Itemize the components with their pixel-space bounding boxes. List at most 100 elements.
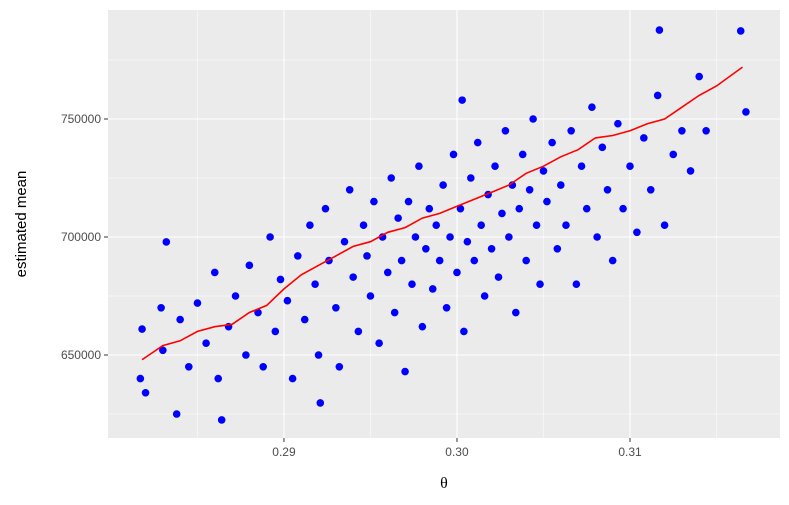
point — [449, 150, 458, 159]
point — [442, 304, 451, 312]
point — [408, 280, 416, 289]
x-axis-label: θ — [440, 475, 448, 492]
point — [283, 296, 292, 305]
point — [562, 221, 570, 230]
point — [439, 181, 447, 189]
point — [470, 256, 479, 265]
point — [633, 228, 641, 237]
point — [184, 363, 193, 371]
point — [300, 315, 309, 324]
point — [515, 204, 524, 213]
point — [593, 233, 601, 241]
point — [259, 363, 267, 371]
point — [271, 327, 280, 336]
point — [588, 103, 596, 111]
point — [512, 308, 520, 317]
point — [276, 275, 285, 284]
point — [460, 327, 468, 336]
point — [646, 185, 655, 194]
point — [525, 185, 534, 194]
point — [553, 245, 562, 253]
point — [432, 221, 441, 230]
point — [543, 197, 551, 206]
point — [582, 204, 591, 213]
point — [314, 351, 323, 359]
point — [640, 134, 648, 142]
point — [210, 268, 219, 277]
y-tick-label: 700000 — [61, 230, 101, 244]
point — [536, 280, 544, 289]
x-tick-label: 0.30 — [445, 445, 469, 459]
panel — [108, 10, 780, 438]
point — [458, 96, 466, 104]
x-tick-label: 0.29 — [272, 445, 296, 459]
point — [463, 237, 472, 246]
point — [456, 204, 465, 213]
point — [242, 351, 250, 359]
point — [653, 91, 662, 100]
point — [214, 374, 223, 383]
point — [359, 221, 368, 230]
point — [138, 325, 146, 333]
point — [736, 27, 745, 35]
point — [340, 237, 349, 246]
point — [435, 256, 444, 265]
point — [390, 308, 399, 317]
point — [349, 273, 357, 281]
point — [411, 233, 420, 241]
point — [494, 273, 503, 281]
y-tick-label: 750000 — [61, 112, 101, 126]
point — [172, 410, 181, 418]
x-tick-label: 0.31 — [618, 445, 642, 459]
point — [548, 138, 556, 147]
point — [572, 280, 581, 289]
point — [136, 374, 145, 383]
point — [345, 185, 354, 194]
point — [231, 292, 240, 300]
point — [487, 245, 496, 253]
point — [316, 399, 325, 407]
point — [428, 285, 437, 293]
point — [608, 256, 617, 265]
point — [702, 126, 710, 135]
point — [522, 256, 530, 265]
point — [577, 162, 586, 170]
point — [453, 268, 461, 277]
y-axis-label: estimated mean — [13, 171, 30, 278]
point — [415, 162, 423, 170]
point — [370, 197, 378, 206]
point — [501, 126, 510, 135]
point — [383, 268, 392, 277]
point — [332, 304, 340, 312]
point — [401, 367, 409, 376]
point — [321, 204, 330, 213]
point — [539, 167, 548, 175]
point — [614, 119, 622, 128]
point — [626, 162, 634, 170]
point — [245, 261, 254, 270]
point — [306, 221, 314, 230]
point — [176, 315, 184, 324]
point — [266, 233, 274, 241]
point — [686, 167, 695, 175]
point — [366, 292, 375, 300]
point — [157, 304, 165, 312]
point — [603, 185, 612, 194]
trend-line — [141, 66, 743, 361]
point — [477, 221, 485, 230]
point — [162, 238, 171, 246]
point — [311, 280, 319, 289]
point — [378, 233, 387, 241]
point — [193, 299, 202, 307]
point — [254, 308, 262, 317]
point — [418, 322, 427, 331]
point — [518, 150, 527, 159]
point — [335, 363, 344, 371]
point — [567, 126, 575, 135]
point — [397, 256, 406, 265]
point — [422, 245, 430, 253]
point — [491, 162, 499, 170]
point — [394, 214, 402, 222]
point — [446, 233, 454, 241]
